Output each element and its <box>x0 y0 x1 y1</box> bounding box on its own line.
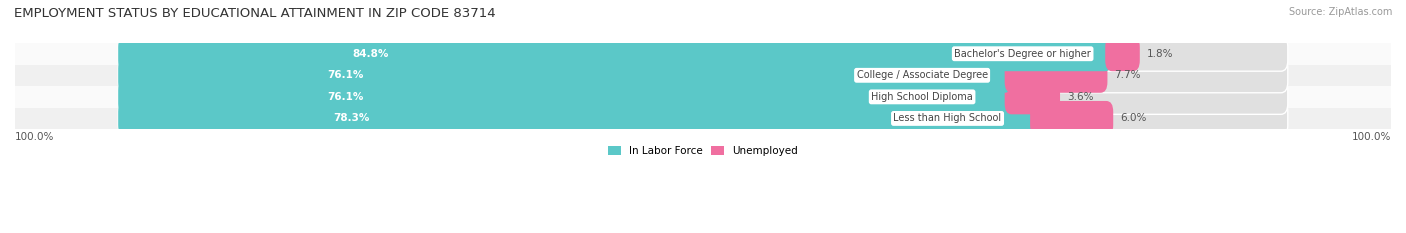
FancyBboxPatch shape <box>1005 58 1108 93</box>
FancyBboxPatch shape <box>118 58 1288 93</box>
Bar <box>15 43 1391 65</box>
Text: 76.1%: 76.1% <box>326 70 363 80</box>
Text: College / Associate Degree: College / Associate Degree <box>856 70 987 80</box>
Text: 3.6%: 3.6% <box>1067 92 1094 102</box>
Bar <box>15 65 1391 86</box>
FancyBboxPatch shape <box>1031 101 1114 136</box>
FancyBboxPatch shape <box>118 101 1288 136</box>
FancyBboxPatch shape <box>118 58 1011 93</box>
Text: 100.0%: 100.0% <box>15 132 55 142</box>
Text: 7.7%: 7.7% <box>1115 70 1140 80</box>
FancyBboxPatch shape <box>1105 36 1140 71</box>
FancyBboxPatch shape <box>118 79 1011 114</box>
Text: Bachelor's Degree or higher: Bachelor's Degree or higher <box>955 49 1091 59</box>
Bar <box>15 86 1391 108</box>
Legend: In Labor Force, Unemployed: In Labor Force, Unemployed <box>605 142 801 160</box>
Text: EMPLOYMENT STATUS BY EDUCATIONAL ATTAINMENT IN ZIP CODE 83714: EMPLOYMENT STATUS BY EDUCATIONAL ATTAINM… <box>14 7 496 20</box>
Text: High School Diploma: High School Diploma <box>872 92 973 102</box>
Text: 6.0%: 6.0% <box>1121 113 1146 123</box>
Bar <box>15 108 1391 129</box>
Text: 78.3%: 78.3% <box>333 113 370 123</box>
Text: 1.8%: 1.8% <box>1147 49 1173 59</box>
Text: 76.1%: 76.1% <box>326 92 363 102</box>
FancyBboxPatch shape <box>118 36 1112 71</box>
Text: 100.0%: 100.0% <box>1351 132 1391 142</box>
Text: Source: ZipAtlas.com: Source: ZipAtlas.com <box>1288 7 1392 17</box>
Text: 84.8%: 84.8% <box>352 49 388 59</box>
FancyBboxPatch shape <box>118 36 1288 71</box>
Text: Less than High School: Less than High School <box>893 113 1001 123</box>
FancyBboxPatch shape <box>1005 79 1060 114</box>
FancyBboxPatch shape <box>118 101 1038 136</box>
FancyBboxPatch shape <box>118 79 1288 114</box>
